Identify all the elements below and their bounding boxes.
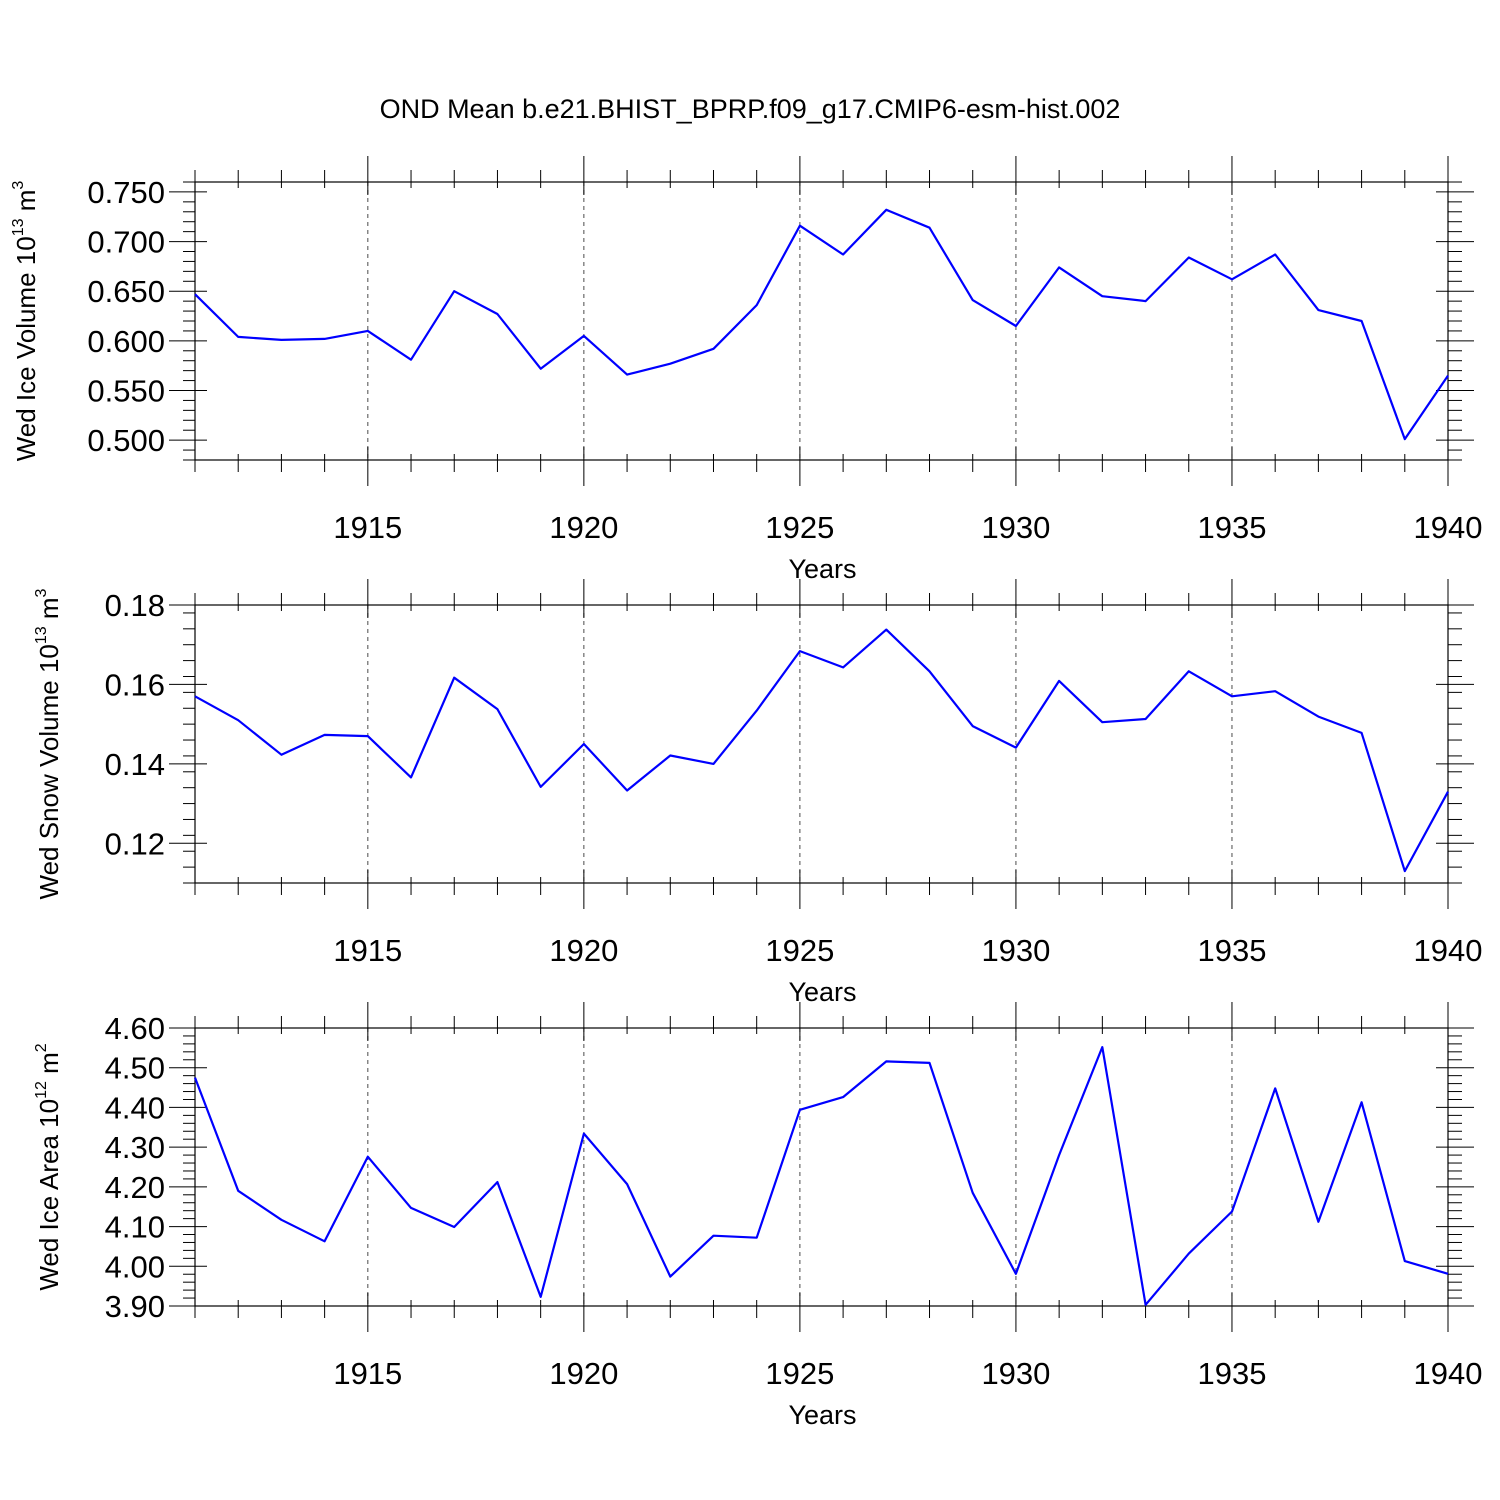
x-tick-label: 1935 — [1197, 510, 1266, 545]
y-tick-label: 0.650 — [87, 274, 165, 309]
plot-frame — [194, 1027, 1449, 1307]
y-axis-label: Wed Ice Area 1012 m2 — [33, 1043, 64, 1290]
y-tick-label: 4.00 — [105, 1249, 165, 1284]
x-tick-label: 1920 — [549, 1356, 618, 1391]
x-axis-label: Years — [788, 977, 856, 1007]
y-tick-label: 0.500 — [87, 423, 165, 458]
x-tick-label: 1920 — [549, 510, 618, 545]
y-tick-label: 0.700 — [87, 225, 165, 260]
y-tick-label: 0.550 — [87, 374, 165, 409]
series-line — [193, 1045, 1449, 1306]
x-tick-label: 1915 — [333, 933, 402, 968]
x-tick-label: 1935 — [1197, 1356, 1266, 1391]
y-tick-label: 4.20 — [105, 1170, 165, 1205]
plot-frame — [194, 181, 1449, 461]
y-axis-label: Wed Snow Volume 1013 m3 — [33, 588, 64, 899]
x-tick-label: 1930 — [981, 1356, 1050, 1391]
series-line — [194, 208, 1449, 441]
x-tick-label: 1940 — [1414, 510, 1483, 545]
panel-2: 1915 1920 1925 1930 1935 1940 Years 0.12 0.14 0.1… — [33, 579, 1482, 1007]
x-tick-label: 1925 — [765, 1356, 834, 1391]
y-tick-label: 4.50 — [105, 1051, 165, 1086]
y-tick-label: 3.90 — [105, 1289, 165, 1324]
x-tick-label: 1935 — [1197, 933, 1266, 968]
plot-frame — [194, 604, 1449, 884]
y-tick-label: 0.18 — [105, 588, 165, 623]
x-tick-label: 1925 — [765, 933, 834, 968]
y-tick-label: 0.14 — [105, 747, 165, 782]
chart-title: OND Mean b.e21.BHIST_BPRP.f09_g17.CMIP6-… — [380, 94, 1121, 124]
y-tick-label: 4.30 — [105, 1130, 165, 1165]
x-tick-label: 1915 — [333, 510, 402, 545]
y-tick-label: 0.12 — [105, 826, 165, 861]
y-tick-label: 4.40 — [105, 1090, 165, 1125]
x-tick-label: 1920 — [549, 933, 618, 968]
x-tick-label: 1940 — [1414, 933, 1483, 968]
panel-1: 1915 1920 1925 1930 1935 1940 Years 0.500 0.550 0… — [10, 156, 1482, 584]
x-tick-label: 1915 — [333, 1356, 402, 1391]
y-tick-label: 4.60 — [105, 1011, 165, 1046]
x-tick-label: 1930 — [981, 933, 1050, 968]
chart-panels: 1915 1920 1925 1930 1935 1940 Years 0.500 0.550 0… — [10, 156, 1482, 1430]
x-axis-label: Years — [788, 554, 856, 584]
panel-3: 1915 1920 1925 1930 1935 1940 Years 3.90 4.00 4.1… — [33, 1002, 1482, 1430]
series-line — [194, 628, 1449, 873]
x-tick-label: 1930 — [981, 510, 1050, 545]
x-tick-label: 1940 — [1414, 1356, 1483, 1391]
y-tick-label: 0.750 — [87, 175, 165, 210]
y-tick-label: 0.600 — [87, 324, 165, 359]
y-axis-label: Wed Ice Volume 1013 m3 — [10, 181, 41, 462]
y-tick-label: 4.10 — [105, 1210, 165, 1245]
x-tick-label: 1925 — [765, 510, 834, 545]
x-axis-label: Years — [788, 1400, 856, 1430]
y-tick-label: 0.16 — [105, 667, 165, 702]
